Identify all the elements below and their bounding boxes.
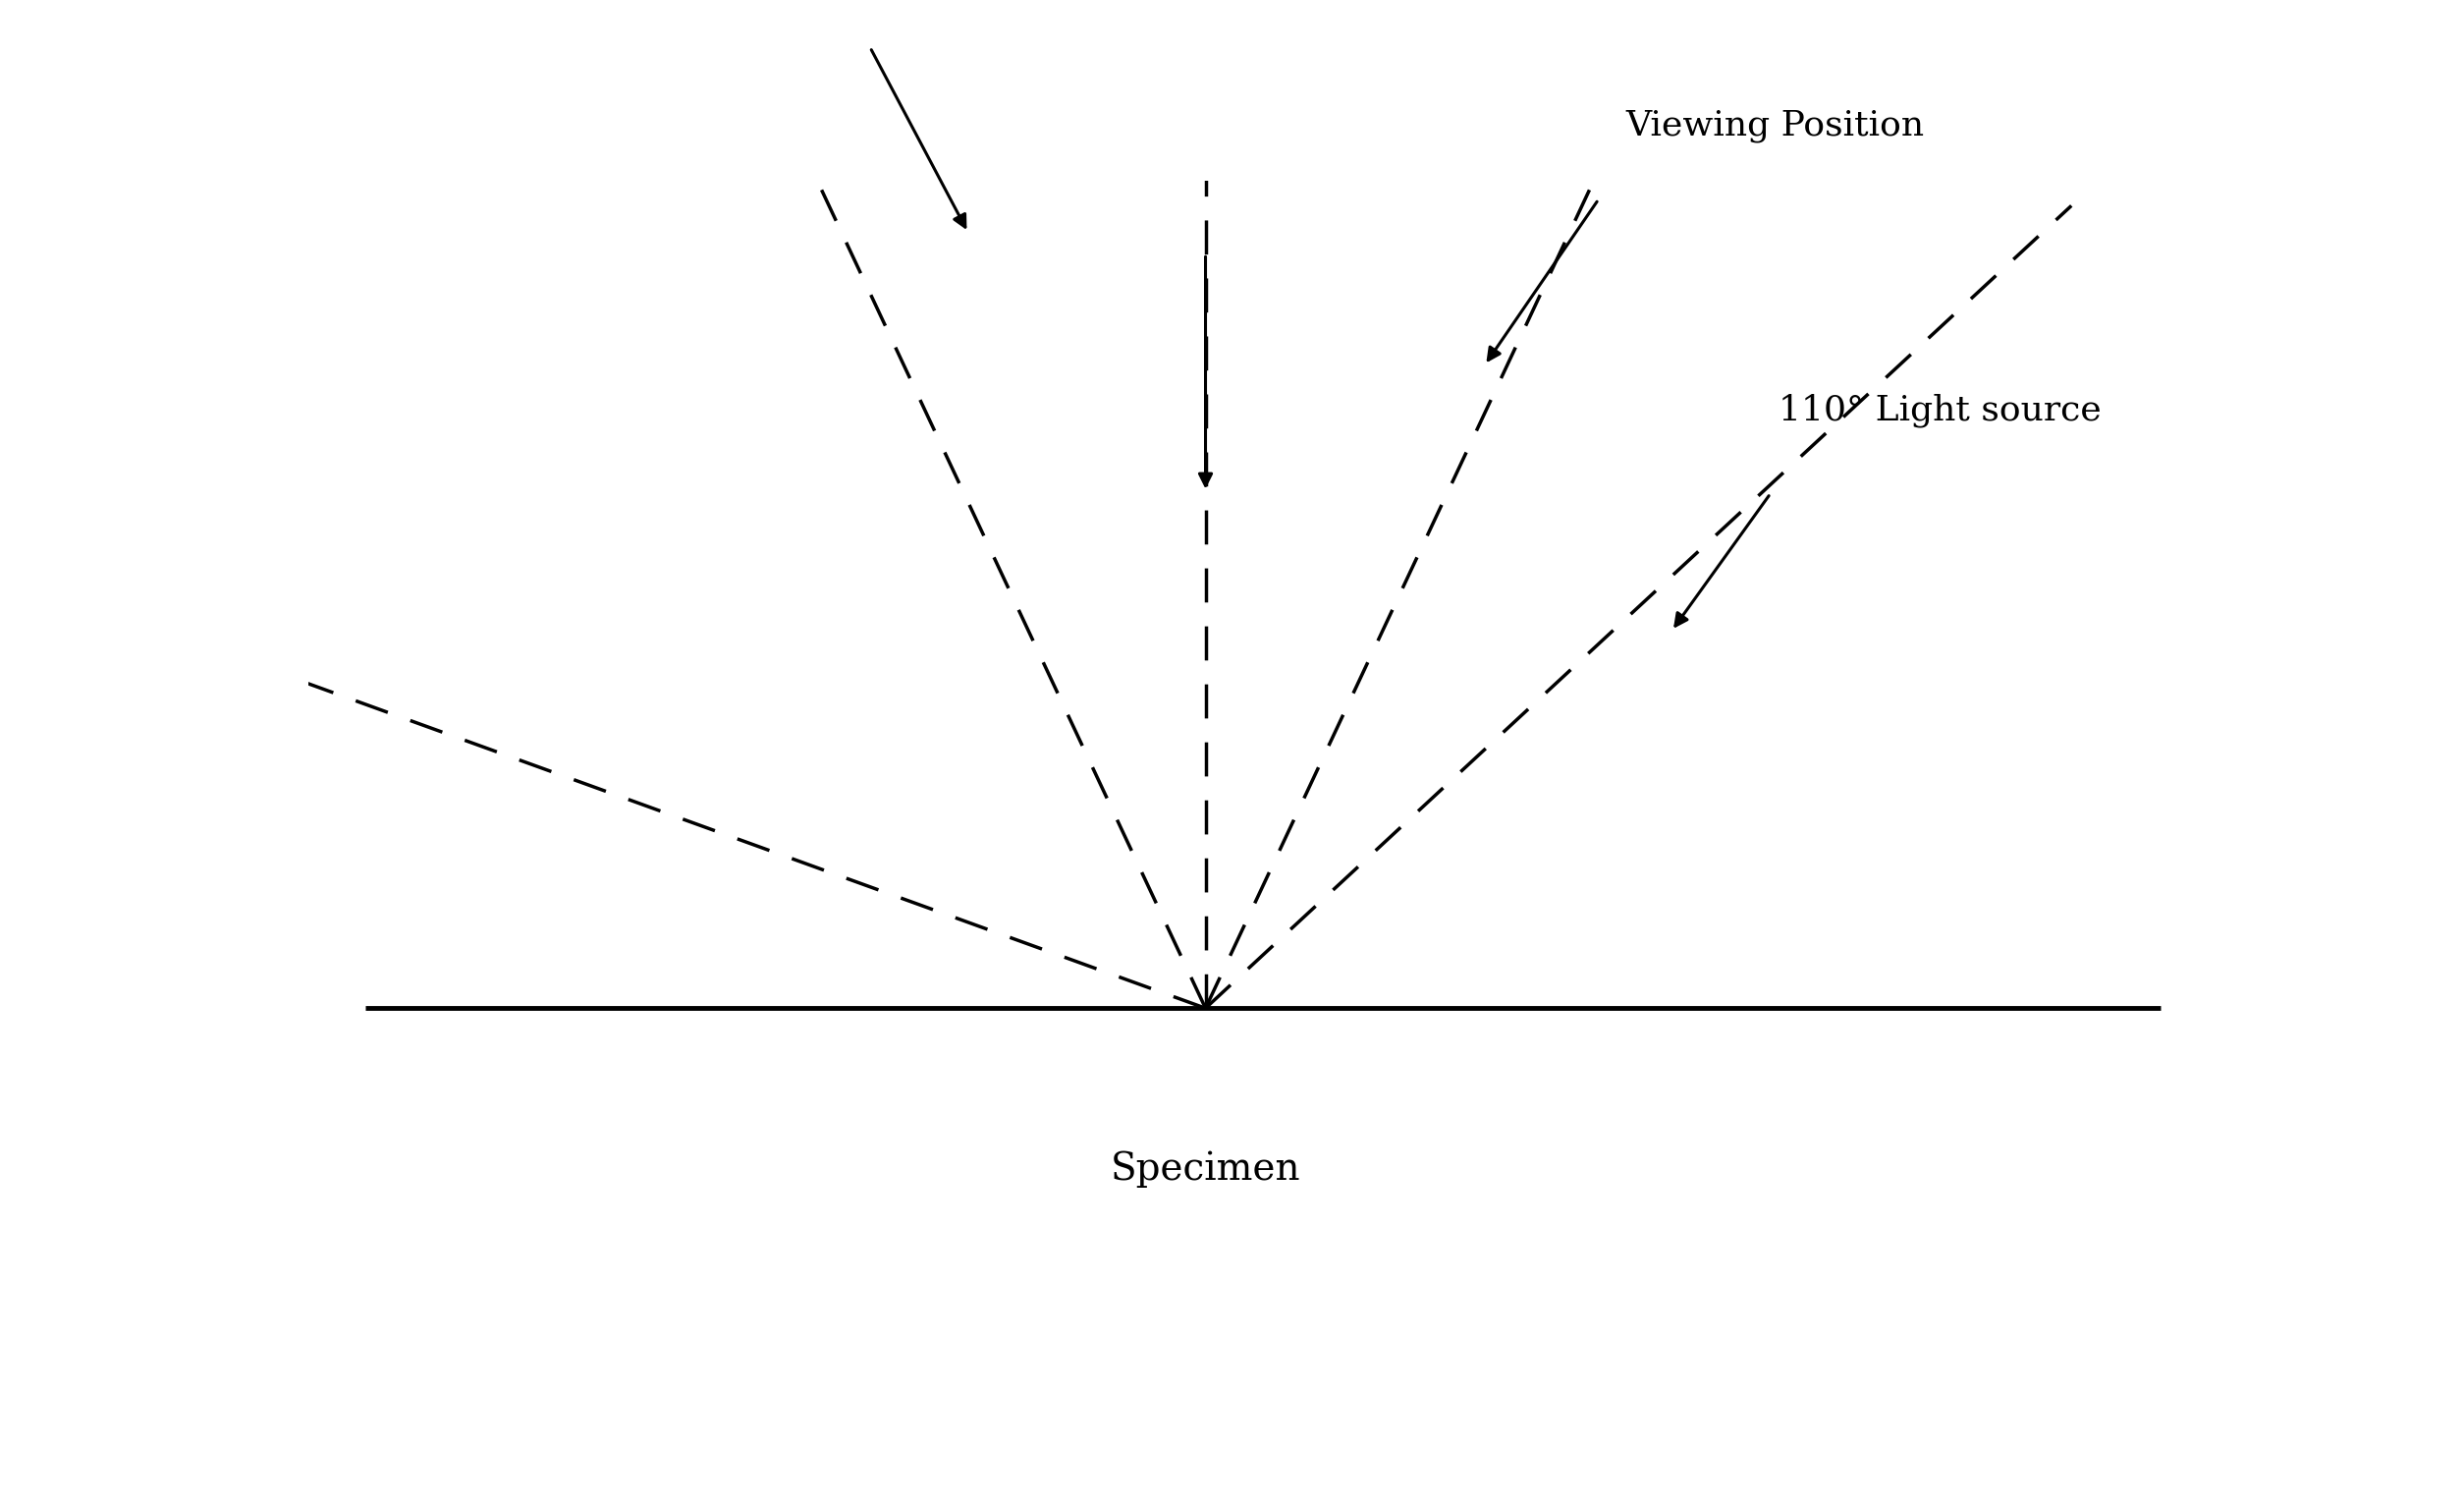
Text: 110° Light source: 110° Light source xyxy=(1779,393,2102,428)
Text: Viewing Position: Viewing Position xyxy=(1626,108,1924,143)
Text: Specimen: Specimen xyxy=(1111,1151,1301,1188)
